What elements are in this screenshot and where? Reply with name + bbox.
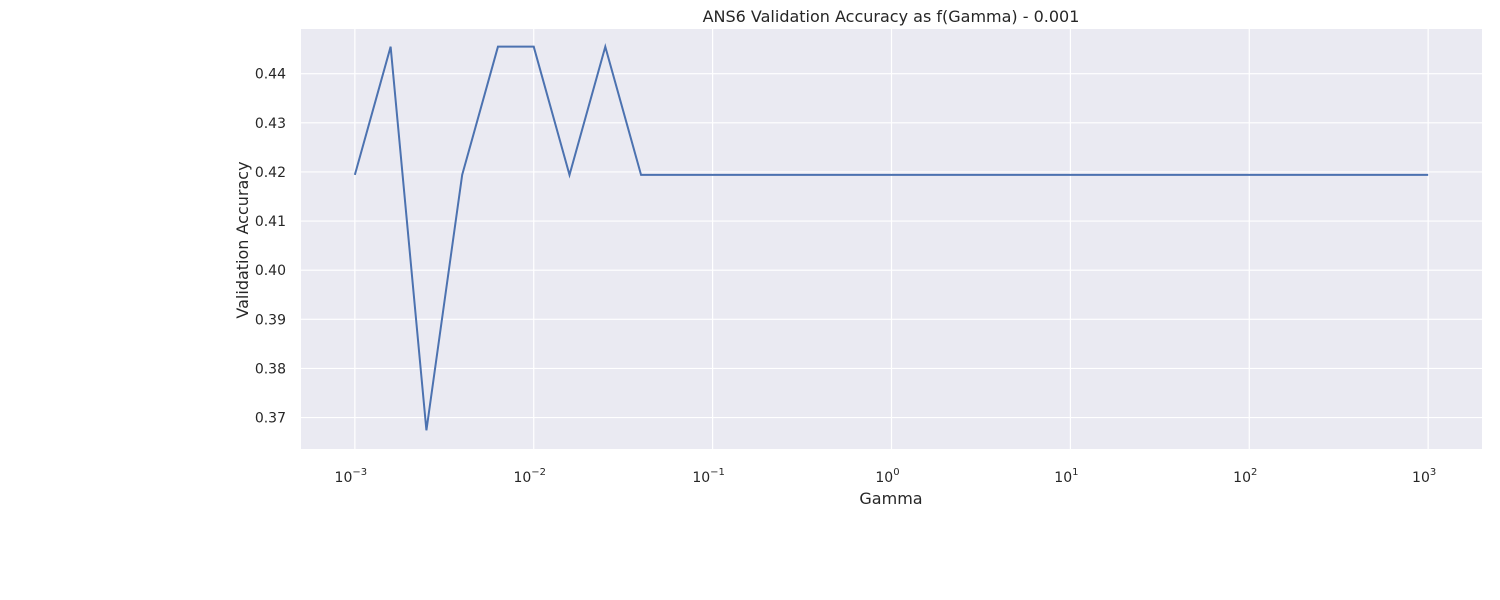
- x-tick-base: 10: [1412, 470, 1430, 486]
- x-tick-label: 100: [875, 467, 899, 486]
- y-tick-label: 0.43: [255, 116, 286, 132]
- x-tick-base: 10: [692, 470, 710, 486]
- chart-title: ANS6 Validation Accuracy as f(Gamma) - 0…: [703, 7, 1080, 26]
- y-axis-label: Validation Accuracy: [233, 161, 252, 318]
- x-tick-base: 10: [513, 470, 531, 486]
- x-tick-label: 102: [1233, 467, 1257, 486]
- x-tick-base: 10: [1054, 470, 1072, 486]
- x-axis-label: Gamma: [859, 489, 922, 508]
- y-tick-label: 0.39: [255, 312, 286, 328]
- x-tick-exponent: −1: [710, 467, 725, 478]
- y-tick-label: 0.44: [255, 67, 286, 83]
- x-tick-label: 103: [1412, 467, 1436, 486]
- x-tick-label: 101: [1054, 467, 1078, 486]
- x-tick-exponent: 1: [1072, 467, 1078, 478]
- y-tick-label: 0.42: [255, 165, 286, 181]
- y-tick-label: 0.40: [255, 263, 286, 279]
- x-tick-base: 10: [1233, 470, 1251, 486]
- x-tick-label: 10−1: [692, 467, 725, 486]
- series-layer: [353, 42, 1429, 431]
- x-axis-ticks: 10−3 10−2 10−1 100 101 102 103: [335, 467, 1437, 486]
- x-tick-label: 10−3: [335, 467, 368, 486]
- series-line: [353, 42, 1429, 431]
- x-tick-exponent: −2: [531, 467, 546, 478]
- x-tick-base: 10: [875, 470, 893, 486]
- x-tick-exponent: 3: [1430, 467, 1436, 478]
- y-tick-label: 0.37: [255, 411, 286, 427]
- y-tick-label: 0.38: [255, 361, 286, 377]
- x-tick-exponent: 2: [1251, 467, 1257, 478]
- x-tick-exponent: −3: [352, 467, 367, 478]
- x-tick-exponent: 0: [893, 467, 899, 478]
- x-tick-base: 10: [335, 470, 353, 486]
- y-axis-ticks: 0.37 0.38 0.39 0.40 0.41 0.42 0.43 0.44: [255, 67, 286, 427]
- y-tick-label: 0.41: [255, 214, 286, 230]
- x-tick-label: 10−2: [513, 467, 546, 486]
- grid-lines: [301, 29, 1482, 449]
